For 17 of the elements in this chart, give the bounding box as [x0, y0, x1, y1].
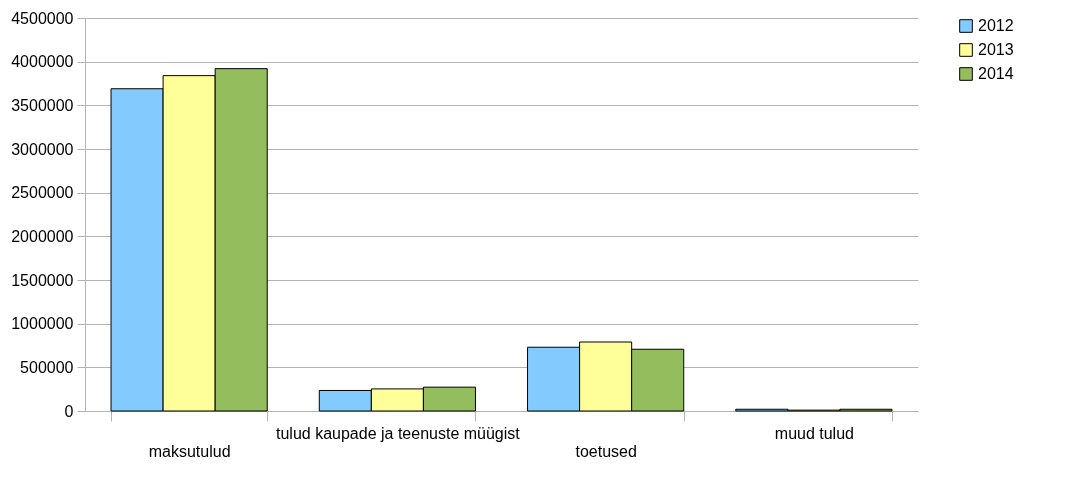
x-tick-label: tulud kaupade ja teenuste müügist	[276, 424, 521, 442]
x-tick-label: muud tulud	[774, 424, 854, 442]
y-tick-label: 0	[64, 402, 74, 420]
y-tick-label: 1000000	[11, 315, 74, 333]
y-tick-label: 1500000	[11, 271, 74, 289]
legend-label: 2014	[978, 65, 1014, 82]
y-tick-label: 3500000	[11, 96, 74, 114]
y-tick-label: 4500000	[11, 9, 74, 27]
legend-label: 2012	[978, 17, 1014, 34]
y-tick-label: 2500000	[11, 184, 74, 202]
y-tick-label: 3000000	[11, 140, 74, 158]
legend-label: 2013	[978, 41, 1014, 58]
y-tick-label: 2000000	[11, 227, 74, 245]
x-tick-label: maksutulud	[148, 442, 231, 460]
y-tick-label: 500000	[20, 358, 74, 376]
y-tick-label: 4000000	[11, 53, 74, 71]
x-tick-label: toetused	[575, 442, 637, 460]
